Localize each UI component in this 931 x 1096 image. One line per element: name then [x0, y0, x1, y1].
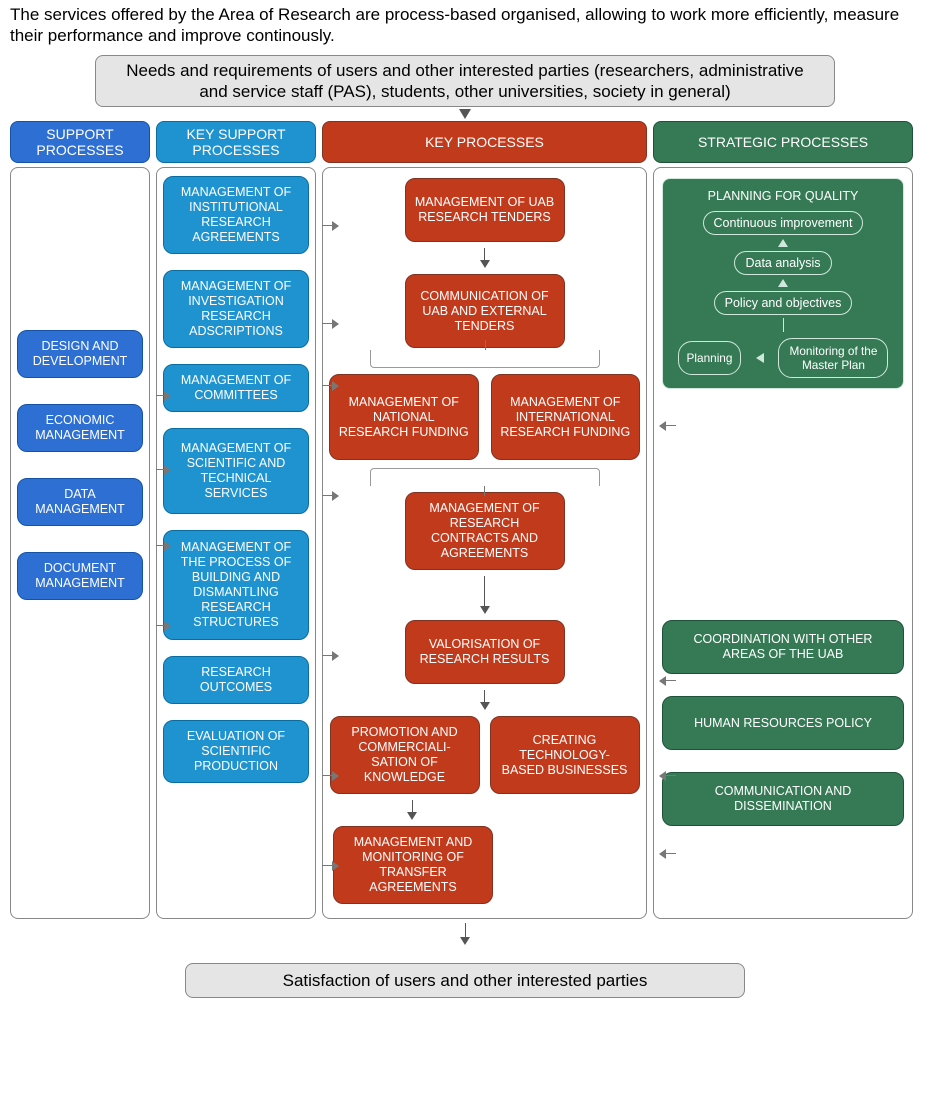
pill-monitoring-master-plan: Monitoring of the Master Plan [778, 338, 888, 378]
arrow-down-icon [10, 923, 920, 945]
arrow-left-icon [660, 680, 676, 681]
intro-text: The services offered by the Area of Rese… [10, 4, 921, 47]
col-strategic: STRATEGIC PROCESSES PLANNING FOR QUALITY… [653, 121, 913, 919]
box-hr-policy: HUMAN RESOURCES POLICY [662, 696, 904, 750]
arrow-right-icon [322, 865, 338, 866]
frame-key: MANAGEMENT OF UAB RESEARCH TENDERS COMMU… [322, 167, 647, 919]
box-committees: MANAGEMENT OF COMMITTEES [163, 364, 309, 412]
header-key-support: KEY SUPPORT PROCESSES [156, 121, 316, 163]
process-diagram: Needs and requirements of users and othe… [10, 55, 920, 999]
header-key: KEY PROCESSES [322, 121, 647, 163]
box-design-dev: DESIGN AND DEVELOPMENT [17, 330, 143, 378]
header-strategic: STRATEGIC PROCESSES [653, 121, 913, 163]
box-eval-sci-prod: EVALUATION OF SCIENTIFIC PRODUCTION [163, 720, 309, 783]
frame-strategic: PLANNING FOR QUALITY Continuous improvem… [653, 167, 913, 919]
arrow-down-icon [480, 248, 490, 268]
box-comm-dissemination: COMMUNICATION AND DISSEMINATION [662, 772, 904, 826]
quality-planning-block: PLANNING FOR QUALITY Continuous improvem… [662, 178, 904, 389]
pill-data-analysis: Data analysis [734, 251, 831, 275]
box-tech-businesses: CREATING TECHNOLOGY-BASED BUSINESSES [490, 716, 640, 794]
arrow-up-icon [778, 239, 788, 247]
col-key: KEY PROCESSES MANAGEMENT OF UAB RESEARCH… [322, 121, 647, 919]
header-support: SUPPORT PROCESSES [10, 121, 150, 163]
arrow-right-icon [322, 225, 338, 226]
arrow-right-icon [322, 495, 338, 496]
frame-support: DESIGN AND DEVELOPMENT ECONOMIC MANAGEME… [10, 167, 150, 919]
quality-bottom-row: Planning Monitoring of the Master Plan [671, 338, 895, 378]
arrow-left-icon [660, 853, 676, 854]
arrow-right-icon [156, 469, 170, 470]
arrow-right-icon [322, 655, 338, 656]
box-economic-mgmt: ECONOMIC MANAGEMENT [17, 404, 143, 452]
col-support: SUPPORT PROCESSES DESIGN AND DEVELOPMENT… [10, 121, 150, 919]
col-key-support: KEY SUPPORT PROCESSES MANAGEMENT OF INST… [156, 121, 316, 919]
split-connector [370, 350, 600, 368]
arrow-right-icon [322, 385, 338, 386]
arrow-right-icon [156, 625, 170, 626]
row-promo-business: PROMOTION AND COMMERCIALI-SATION OF KNOW… [330, 716, 640, 794]
arrow-down-icon [480, 690, 490, 710]
box-international-funding: MANAGEMENT OF INTERNATIONAL RESEARCH FUN… [491, 374, 641, 460]
connector-line [783, 318, 784, 332]
pill-cont-improvement: Continuous improvement [703, 211, 864, 235]
box-contracts-agreements: MANAGEMENT OF RESEARCH CONTRACTS AND AGR… [405, 492, 565, 570]
arrow-right-icon [156, 395, 170, 396]
arrow-left-icon [756, 353, 764, 363]
box-sci-tech-services: MANAGEMENT OF SCIENTIFIC AND TECHNICAL S… [163, 428, 309, 514]
arrow-left-icon [660, 775, 676, 776]
box-transfer-agreements: MANAGEMENT AND MONITORING OF TRANSFER AG… [333, 826, 493, 904]
box-promotion-knowledge: PROMOTION AND COMMERCIALI-SATION OF KNOW… [330, 716, 480, 794]
box-invest-adscriptions: MANAGEMENT OF INVESTIGATION RESEARCH ADS… [163, 270, 309, 348]
box-build-dismantle: MANAGEMENT OF THE PROCESS OF BUILDING AN… [163, 530, 309, 640]
box-coordination-uab: COORDINATION WITH OTHER AREAS OF THE UAB [662, 620, 904, 674]
box-national-funding: MANAGEMENT OF NATIONAL RESEARCH FUNDING [329, 374, 479, 460]
arrow-up-icon [778, 279, 788, 287]
arrow-right-icon [322, 775, 338, 776]
box-inst-agreements: MANAGEMENT OF INSTITUTIONAL RESEARCH AGR… [163, 176, 309, 254]
box-uab-tenders: MANAGEMENT OF UAB RESEARCH TENDERS [405, 178, 565, 242]
pill-policy-objectives: Policy and objectives [714, 291, 853, 315]
needs-banner: Needs and requirements of users and othe… [95, 55, 835, 108]
row-funding: MANAGEMENT OF NATIONAL RESEARCH FUNDING … [329, 374, 640, 460]
box-comm-tenders: COMMUNICATION OF UAB AND EXTERNAL TENDER… [405, 274, 565, 348]
arrow-down-icon [459, 109, 471, 119]
box-valorisation: VALORISATION OF RESEARCH RESULTS [405, 620, 565, 684]
arrow-down-icon [480, 576, 490, 614]
frame-key-support: MANAGEMENT OF INSTITUTIONAL RESEARCH AGR… [156, 167, 316, 919]
box-document-mgmt: DOCUMENT MANAGEMENT [17, 552, 143, 600]
arrow-right-icon [322, 323, 338, 324]
satisfaction-banner: Satisfaction of users and other interest… [185, 963, 745, 998]
box-data-mgmt: DATA MANAGEMENT [17, 478, 143, 526]
pill-planning: Planning [678, 341, 742, 375]
quality-title: PLANNING FOR QUALITY [671, 189, 895, 203]
columns-row: SUPPORT PROCESSES DESIGN AND DEVELOPMENT… [10, 121, 920, 919]
arrow-left-icon [660, 425, 676, 426]
arrow-down-icon [407, 800, 417, 820]
arrow-right-icon [156, 545, 170, 546]
merge-connector [370, 468, 600, 486]
box-research-outcomes: RESEARCH OUTCOMES [163, 656, 309, 704]
